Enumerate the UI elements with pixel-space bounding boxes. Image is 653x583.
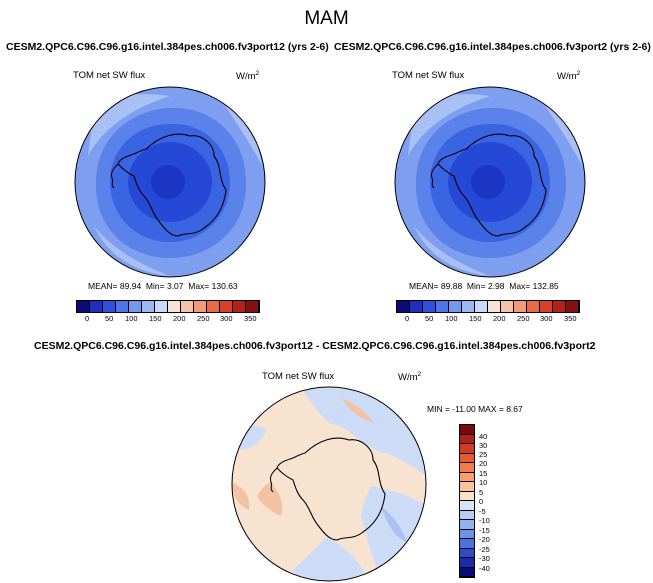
- colorbar-swatch: [397, 301, 410, 312]
- colorbar-tick-label: -15: [479, 526, 490, 535]
- colorbar-swatch: [460, 491, 474, 501]
- colorbar-swatch: [449, 301, 462, 312]
- panel-left-variable-label: TOM net SW flux: [73, 70, 146, 81]
- colorbar-tick-label: 50: [425, 314, 434, 323]
- colorbar-swatch: [566, 301, 579, 312]
- panel-right-colorbar: [396, 300, 580, 313]
- colorbar-swatch: [460, 510, 474, 520]
- colorbar-tick-label: 20: [479, 459, 488, 468]
- colorbar-swatch: [233, 301, 246, 312]
- colorbar-tick-label: 40: [479, 432, 488, 441]
- colorbar-swatch: [116, 301, 129, 312]
- colorbar-tick-label: 15: [479, 469, 488, 478]
- colorbar-swatch: [475, 301, 488, 312]
- colorbar-swatch: [460, 482, 474, 492]
- colorbar-tick-label: 250: [517, 314, 530, 323]
- panel-left-colorbar-labels: 0 50 100 150 200 250 300 350: [76, 314, 262, 324]
- colorbar-tick-label: 300: [540, 314, 553, 323]
- diff-colorbar: [459, 424, 475, 578]
- colorbar-swatch: [553, 301, 566, 312]
- diff-colorbar-labels: 40 30 25 20 15 10 5 0 -5 -10 -15 -20 -25…: [479, 424, 509, 580]
- colorbar-swatch: [460, 501, 474, 511]
- colorbar-swatches: [76, 300, 260, 313]
- colorbar-tick-label: 100: [125, 314, 138, 323]
- colorbar-swatch: [488, 301, 501, 312]
- colorbar-swatch: [460, 567, 474, 577]
- colorbar-tick-label: -40: [479, 564, 490, 573]
- colorbar-swatch: [90, 301, 103, 312]
- colorbar-swatch: [194, 301, 207, 312]
- panel-right-variable-label: TOM net SW flux: [392, 70, 465, 81]
- colorbar-swatch: [540, 301, 553, 312]
- panel-left-case-title: CESM2.QPC6.C96.C96.g16.intel.384pes.ch00…: [6, 41, 329, 53]
- colorbar-tick-label: 0: [405, 314, 410, 323]
- colorbar-swatch: [460, 520, 474, 530]
- colorbar-tick-label: 0: [479, 497, 484, 506]
- colorbar-tick-label: 100: [445, 314, 458, 323]
- colorbar-tick-label: 200: [493, 314, 506, 323]
- panel-right-stats: MEAN= 89.88 Min= 2.98 Max= 132.85: [409, 281, 559, 291]
- colorbar-swatch: [460, 453, 474, 463]
- colorbar-swatch: [246, 301, 259, 312]
- panel-right-map: [394, 86, 586, 278]
- panel-left-colorbar: [76, 300, 260, 313]
- colorbar-swatch: [460, 472, 474, 482]
- colorbar-tick-label: 250: [197, 314, 210, 323]
- colorbar-swatch: [423, 301, 436, 312]
- colorbar-tick-label: 25: [479, 450, 488, 459]
- colorbar-swatch: [460, 539, 474, 549]
- colorbar-swatch: [460, 548, 474, 558]
- colorbar-swatches: [396, 300, 580, 313]
- colorbar-tick-label: 150: [149, 314, 162, 323]
- colorbar-swatch: [181, 301, 194, 312]
- colorbar-swatch: [460, 425, 474, 435]
- colorbar-tick-label: 30: [479, 441, 488, 450]
- main-title: MAM: [304, 8, 349, 29]
- colorbar-tick-label: 50: [105, 314, 114, 323]
- panel-left-stats: MEAN= 89.94 Min= 3.07 Max= 130.63: [88, 281, 238, 291]
- colorbar-swatch: [527, 301, 540, 312]
- diff-panel-stats: MIN = -11.00 MAX = 8.67: [427, 404, 523, 414]
- colorbar-tick-label: -25: [479, 545, 490, 554]
- colorbar-swatch: [460, 529, 474, 539]
- colorbar-swatch: [168, 301, 181, 312]
- colorbar-tick-label: -5: [479, 507, 486, 516]
- diff-panel-units: W/m2: [398, 371, 422, 384]
- colorbar-tick-label: 150: [469, 314, 482, 323]
- colorbar-swatch: [501, 301, 514, 312]
- colorbar-swatch: [155, 301, 168, 312]
- colorbar-tick-label: -20: [479, 535, 490, 544]
- diff-panel-variable-label: TOM net SW flux: [262, 371, 335, 382]
- colorbar-swatch: [460, 463, 474, 473]
- colorbar-swatch: [142, 301, 155, 312]
- colorbar-swatch: [220, 301, 233, 312]
- colorbar-tick-label: 300: [220, 314, 233, 323]
- panel-right-colorbar-labels: 0 50 100 150 200 250 300 350: [396, 314, 582, 324]
- colorbar-swatch: [410, 301, 423, 312]
- colorbar-swatch: [514, 301, 527, 312]
- colorbar-tick-label: -10: [479, 516, 490, 525]
- panel-right-case-title: CESM2.QPC6.C96.C96.g16.intel.384pes.ch00…: [334, 41, 651, 53]
- colorbar-tick-label: 200: [173, 314, 186, 323]
- colorbar-swatch: [77, 301, 90, 312]
- colorbar-tick-label: 5: [479, 488, 484, 497]
- colorbar-swatch: [436, 301, 449, 312]
- colorbar-swatch: [129, 301, 142, 312]
- panel-right-units: W/m2: [557, 70, 581, 83]
- colorbar-tick-label: 0: [85, 314, 90, 323]
- diff-panel-map: [231, 386, 427, 582]
- colorbar-swatch: [460, 444, 474, 454]
- colorbar-tick-label: 350: [244, 314, 257, 323]
- colorbar-swatch: [460, 434, 474, 444]
- diff-panel-title: CESM2.QPC6.C96.C96.g16.intel.384pes.ch00…: [34, 340, 596, 352]
- colorbar-tick-label: -30: [479, 554, 490, 563]
- colorbar-swatch: [462, 301, 475, 312]
- colorbar-swatch: [460, 558, 474, 568]
- panel-left-map: [74, 86, 266, 278]
- colorbar-tick-label: 350: [564, 314, 577, 323]
- colorbar-swatch: [207, 301, 220, 312]
- panel-left-units: W/m2: [236, 70, 260, 83]
- colorbar-tick-label: 10: [479, 478, 488, 487]
- colorbar-swatch: [103, 301, 116, 312]
